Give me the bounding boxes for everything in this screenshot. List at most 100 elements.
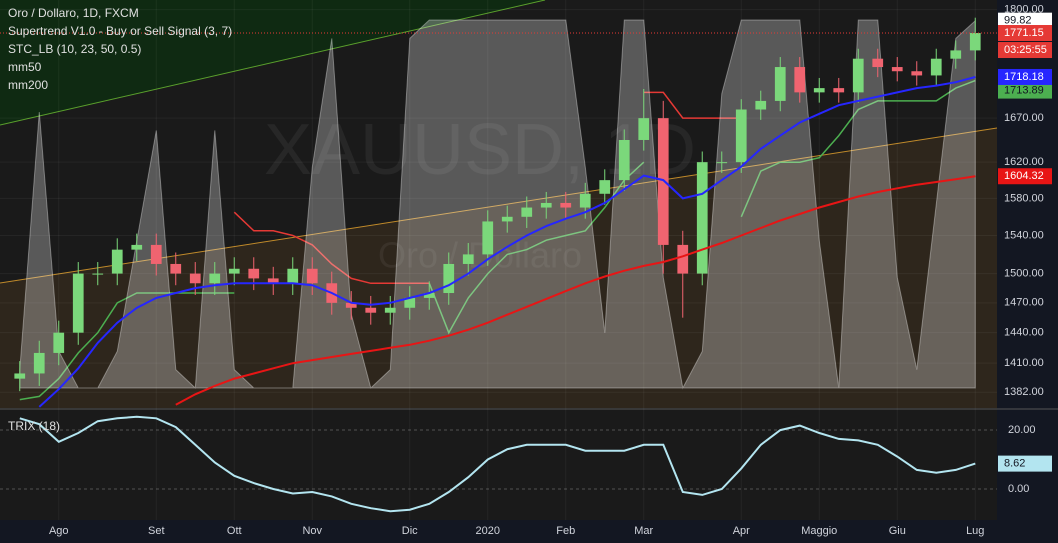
countdown-tag: 03:25:55 bbox=[1004, 44, 1047, 56]
x-tick-label: Dic bbox=[402, 525, 418, 537]
channel-area bbox=[0, 128, 997, 408]
candle-body bbox=[384, 307, 396, 313]
candle-body bbox=[599, 180, 611, 194]
legend-entry: mm200 bbox=[8, 78, 48, 92]
x-tick-label: Feb bbox=[556, 525, 575, 537]
candle-body bbox=[111, 249, 123, 274]
y-tick-label: 1580.00 bbox=[1004, 192, 1044, 204]
candle-body bbox=[189, 273, 201, 284]
candle-body bbox=[306, 268, 318, 284]
x-tick-label: Nov bbox=[302, 525, 322, 537]
supertrend-up bbox=[19, 79, 976, 401]
candle-body bbox=[579, 193, 591, 208]
x-tick-label: 2020 bbox=[476, 525, 500, 537]
y-tick-label: 1470.00 bbox=[1004, 297, 1044, 309]
candle-body bbox=[891, 67, 903, 72]
candle-body bbox=[267, 278, 279, 284]
candle-body bbox=[170, 263, 182, 274]
candle-body bbox=[150, 244, 162, 264]
supertrend-down bbox=[233, 91, 742, 285]
y-tick-label: 1410.00 bbox=[1004, 357, 1044, 369]
candle-body bbox=[755, 100, 767, 110]
trend-line bbox=[0, 127, 998, 284]
stc-tag: 99.82 bbox=[1004, 15, 1032, 27]
candle-body bbox=[813, 88, 825, 93]
candle-body bbox=[930, 58, 942, 76]
y-tick-label: 1540.00 bbox=[1004, 229, 1044, 241]
candle-body bbox=[774, 67, 786, 101]
chart-title: Oro / Dollaro, 1D, FXCM bbox=[8, 6, 139, 20]
candle-body bbox=[209, 273, 221, 284]
stc-tag-bg bbox=[998, 12, 1052, 29]
y-tick-label: 20.00 bbox=[1008, 424, 1036, 436]
candle-body bbox=[501, 216, 513, 222]
candle-body bbox=[33, 352, 45, 374]
candle-body bbox=[345, 302, 357, 308]
x-tick-label: Maggio bbox=[801, 525, 837, 537]
y-tick-label: 1670.00 bbox=[1004, 112, 1044, 124]
candle-body bbox=[735, 109, 747, 163]
candle-body bbox=[404, 297, 416, 308]
y-tick-label: 1800.00 bbox=[1004, 4, 1044, 16]
candle-body bbox=[92, 273, 104, 275]
pane-title: TRIX (18) bbox=[8, 419, 60, 433]
candle-body bbox=[950, 50, 962, 59]
time-axis bbox=[0, 520, 997, 543]
candle-body bbox=[852, 58, 864, 93]
trix-line bbox=[19, 415, 976, 513]
candle-body bbox=[248, 268, 260, 279]
candle-body bbox=[560, 202, 572, 208]
candle-body bbox=[131, 244, 143, 250]
ma-tag: 1604.32 bbox=[1004, 170, 1044, 182]
legend-entry: Supertrend V1.0 - Buy or Sell Signal (3,… bbox=[8, 24, 232, 38]
candle-body bbox=[228, 268, 240, 274]
candle-body bbox=[696, 162, 708, 274]
candle-body bbox=[677, 244, 689, 274]
supertrend-tag: 1713.89 bbox=[1004, 84, 1044, 96]
candle-body bbox=[365, 307, 377, 313]
x-tick-label: Giu bbox=[889, 525, 906, 537]
ma-tag-bg bbox=[998, 168, 1052, 185]
candle-body bbox=[443, 263, 455, 294]
candle-body bbox=[638, 118, 650, 140]
legend-entry: mm50 bbox=[8, 60, 42, 74]
y-tick-label: 1620.00 bbox=[1004, 156, 1044, 168]
countdown-tag-bg bbox=[998, 42, 1052, 59]
moving-average bbox=[175, 175, 976, 406]
candle-body bbox=[287, 268, 299, 284]
x-tick-label: Ott bbox=[227, 525, 242, 537]
candle-body bbox=[872, 58, 884, 68]
candle-body bbox=[833, 88, 845, 93]
candle-body bbox=[14, 373, 26, 379]
trix-tag: 8.62 bbox=[1004, 458, 1025, 470]
ma-tag: 1718.18 bbox=[1004, 71, 1044, 83]
y-tick-label: 1382.00 bbox=[1004, 386, 1044, 398]
candle-body bbox=[462, 254, 474, 264]
last-price-tag: 1771.15 bbox=[1004, 27, 1044, 39]
legend: Oro / Dollaro, 1D, FXCM Supertrend V1.0 … bbox=[8, 6, 232, 433]
candle-body bbox=[618, 139, 630, 181]
candle-body bbox=[794, 67, 806, 93]
candle-body bbox=[521, 207, 533, 217]
candle-body bbox=[72, 273, 84, 333]
y-tick-label: 1440.00 bbox=[1004, 327, 1044, 339]
x-tick-label: Mar bbox=[634, 525, 653, 537]
watermark-subtitle: Oro / Dollaro bbox=[378, 235, 582, 276]
x-tick-label: Lug bbox=[966, 525, 984, 537]
candle-body bbox=[911, 71, 923, 76]
supertrend-tag-bg bbox=[998, 82, 1052, 99]
candle-body bbox=[540, 202, 552, 208]
y-tick-label: 0.00 bbox=[1008, 483, 1029, 495]
candle-body bbox=[657, 118, 669, 245]
last-price-tag-bg bbox=[998, 25, 1052, 42]
y-tick-label: 1500.00 bbox=[1004, 267, 1044, 279]
candle-body bbox=[482, 221, 494, 255]
x-tick-label: Ago bbox=[49, 525, 69, 537]
ma-tag-bg bbox=[998, 68, 1052, 85]
candle-body bbox=[969, 33, 981, 51]
candle-body bbox=[53, 332, 65, 353]
trix-tag-bg bbox=[998, 455, 1052, 472]
trend-line bbox=[0, 0, 546, 126]
